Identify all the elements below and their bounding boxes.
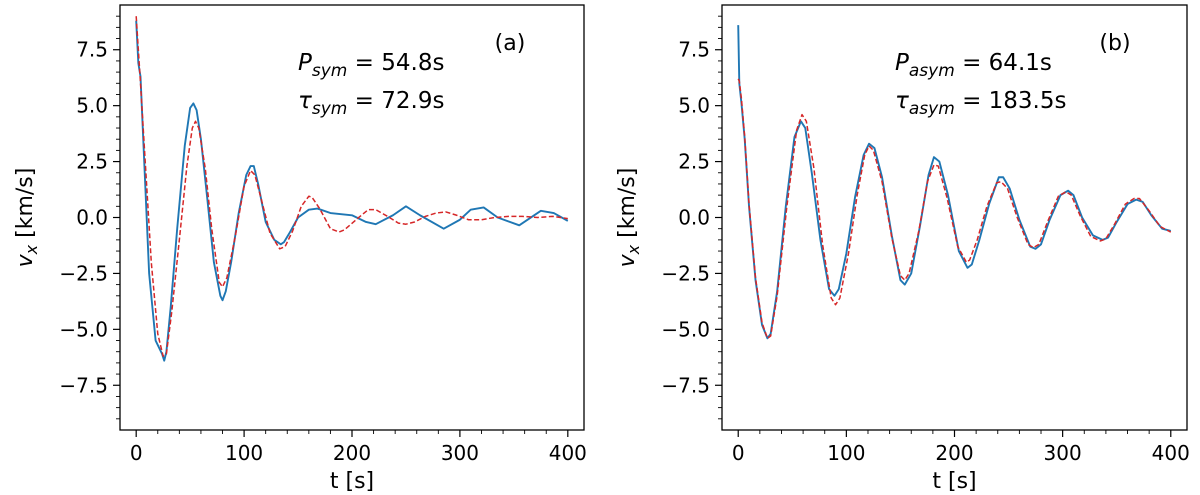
chart-a-ytick-label: 7.5 xyxy=(76,38,108,62)
chart-b-ylabel: vx [km/s] xyxy=(615,168,643,268)
chart-a-ytick-label: −5.0 xyxy=(59,317,108,341)
chart-a-ytick-label: 0.0 xyxy=(76,206,108,230)
chart-b-series-fit xyxy=(737,78,1172,340)
chart-b-series-simulation xyxy=(737,25,1172,340)
chart-b-ytick-label: 0.0 xyxy=(678,206,710,230)
chart-b-ytick-label: −2.5 xyxy=(661,261,710,285)
chart-a-annotation-subscript: sym xyxy=(312,99,347,119)
chart-a-ytick-label: 2.5 xyxy=(76,150,108,174)
chart-b-ylabel-symbol: v xyxy=(615,253,640,267)
chart-b-ytick-label: 7.5 xyxy=(678,38,710,62)
chart-a-xtick-label: 100 xyxy=(225,441,263,465)
chart-a-xtick-label: 0 xyxy=(130,441,143,465)
chart-a-panel: 0 100 200 300 400 7.5 5.0 2.5 0.0 −2.5 −5.0 −7.5 t [… xyxy=(13,4,587,494)
chart-a-annotation-value: = 72.9s xyxy=(347,88,444,114)
chart-b-annotation-period: Pasym = 64.1s xyxy=(895,50,1052,81)
chart-a-ylabel: vx [km/s] xyxy=(13,168,41,268)
chart-b-panel: 0 100 200 300 400 7.5 5.0 2.5 0.0 −2.5 −5.0 −7.5 t [… xyxy=(615,4,1190,494)
chart-b-ytick-label: 5.0 xyxy=(678,94,710,118)
chart-a-ylabel-symbol: v xyxy=(13,253,38,267)
chart-b-xtick-label: 300 xyxy=(1044,441,1082,465)
chart-a-annotation-period: Psym = 54.8s xyxy=(298,50,444,81)
chart-a-xtick-label: 400 xyxy=(549,441,587,465)
chart-b-annotation-damping: τasym = 183.5s xyxy=(895,88,1067,119)
chart-b-xtick-label: 200 xyxy=(935,441,973,465)
chart-b-annotation-subscript: asym xyxy=(909,61,955,81)
chart-b-annotation-value: = 183.5s xyxy=(955,88,1067,114)
chart-a-annotation-subscript: sym xyxy=(312,61,347,81)
chart-a-ytick-label: −2.5 xyxy=(59,261,108,285)
chart-b-ytick-label: −5.0 xyxy=(661,317,710,341)
chart-a-ylabel-unit: [km/s] xyxy=(13,168,38,245)
chart-b-xtick-label: 0 xyxy=(732,441,745,465)
chart-b-xtick-label: 100 xyxy=(827,441,865,465)
chart-a-ylabel-subscript: x xyxy=(22,244,41,255)
chart-a-annotation-value: = 54.8s xyxy=(347,50,444,76)
chart-a-panel-label: (a) xyxy=(495,31,526,56)
chart-a-xlabel: t [s] xyxy=(330,469,374,494)
chart-a-ytick-label: 5.0 xyxy=(76,94,108,118)
chart-b-xtick-label: 400 xyxy=(1152,441,1190,465)
chart-a-series-fit xyxy=(135,16,568,357)
chart-b-panel-label: (b) xyxy=(1099,31,1130,56)
chart-b-ylabel-subscript: x xyxy=(624,244,643,255)
chart-b-annotation-symbol: P xyxy=(895,50,909,76)
chart-b-annotation-value: = 64.1s xyxy=(955,50,1052,76)
chart-b-annotation-subscript: asym xyxy=(909,99,955,119)
chart-b-ytick-label: −7.5 xyxy=(661,373,710,397)
chart-b-xlabel: t [s] xyxy=(932,469,976,494)
chart-a-xtick-label: 300 xyxy=(441,441,479,465)
chart-a-ytick-label: −7.5 xyxy=(59,373,108,397)
chart-a-annotation-damping: τsym = 72.9s xyxy=(298,88,444,119)
chart-b-ytick-label: 2.5 xyxy=(678,150,710,174)
chart-b-ylabel-unit: [km/s] xyxy=(615,168,640,245)
chart-a-annotation-symbol: P xyxy=(298,50,312,76)
chart-b-annotation-symbol: τ xyxy=(895,88,909,114)
chart-a-xtick-label: 200 xyxy=(333,441,371,465)
chart-a-annotation-symbol: τ xyxy=(298,88,312,114)
